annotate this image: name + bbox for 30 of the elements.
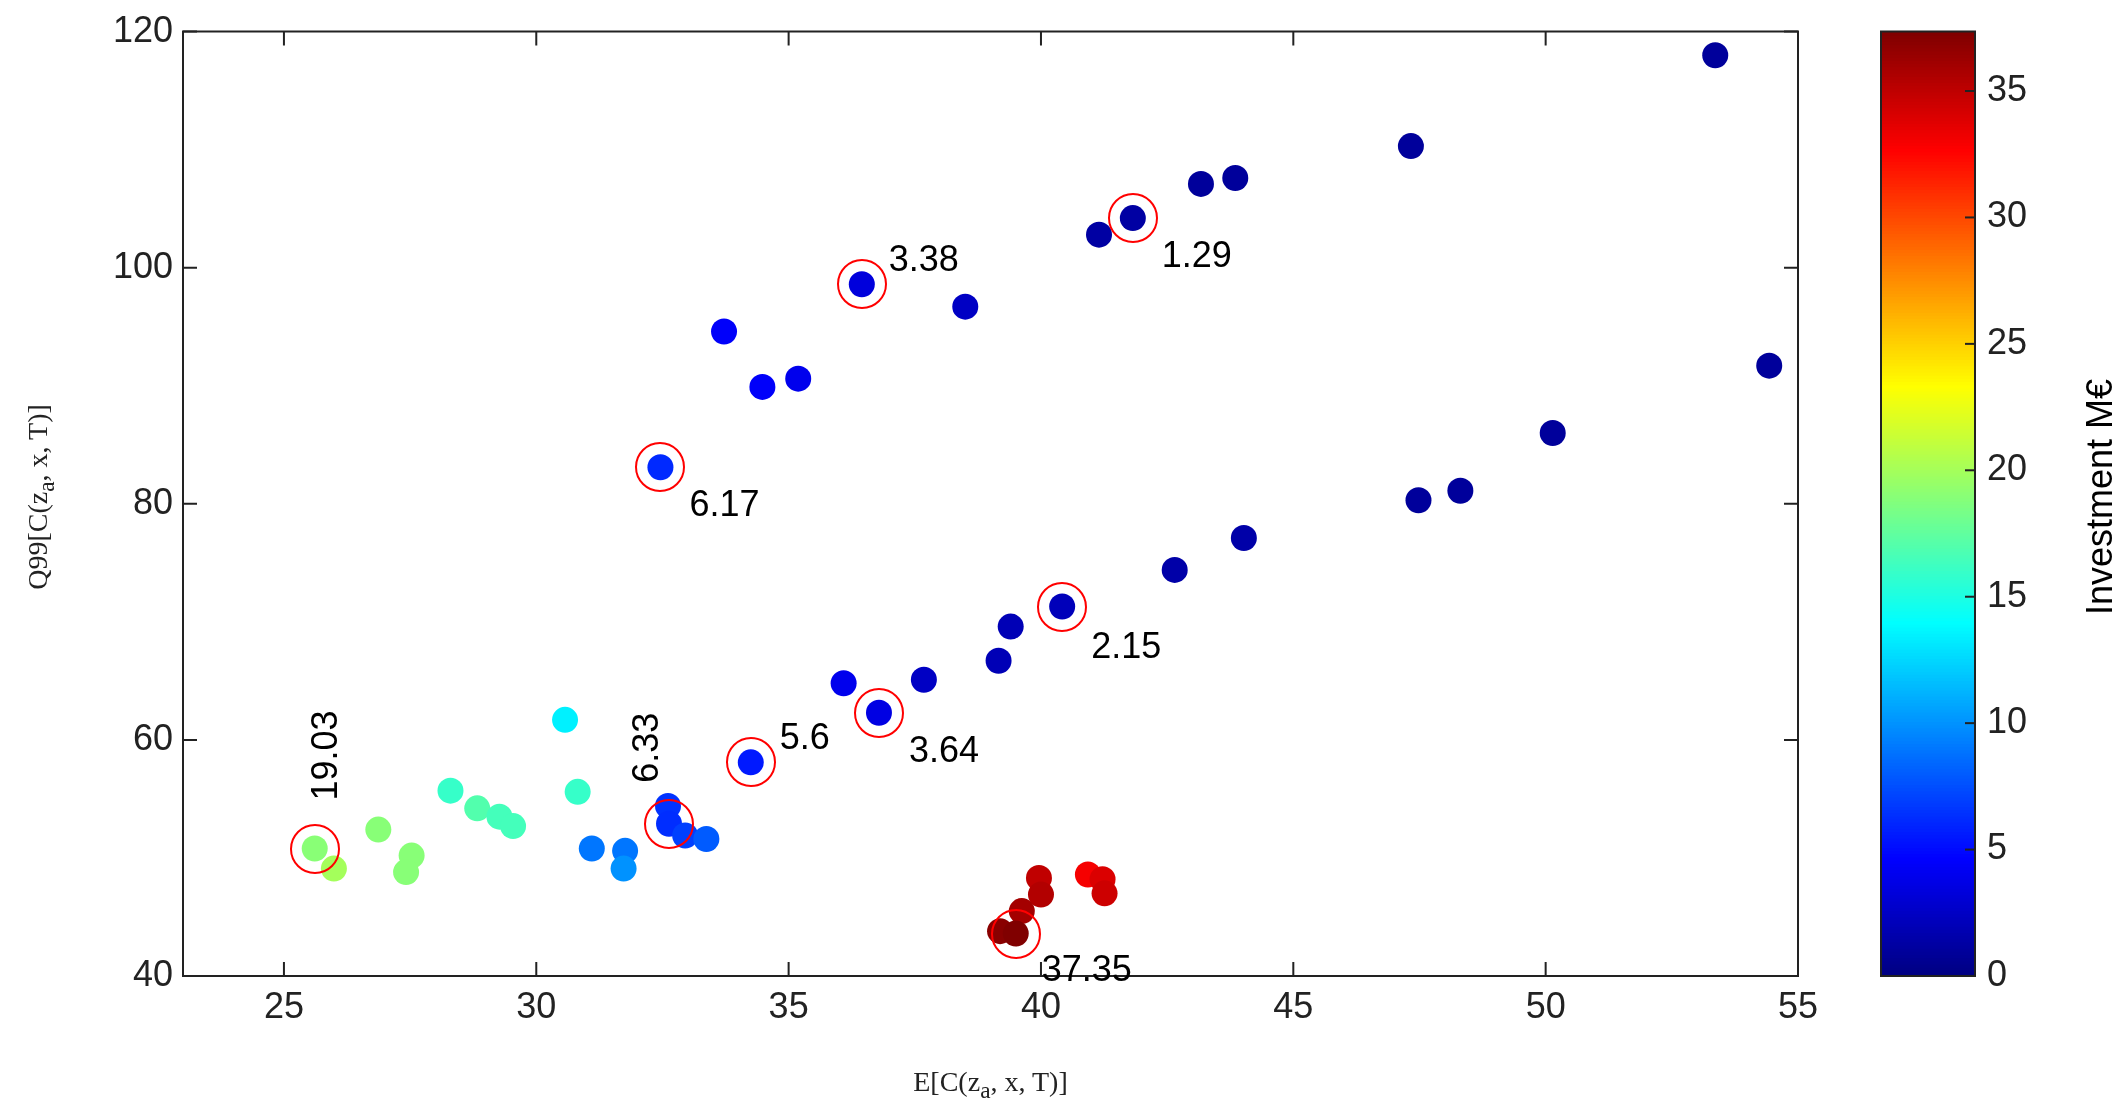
color-bar-label: 35 bbox=[1987, 67, 2028, 109]
x-tick-label: 35 bbox=[768, 984, 809, 1026]
y-tick-label: 120 bbox=[112, 8, 173, 50]
annotation: 6.33 bbox=[625, 712, 667, 783]
color-bar-label: 0 bbox=[1987, 952, 2008, 994]
annotation: 3.64 bbox=[908, 728, 980, 770]
x-tick-label: 30 bbox=[516, 984, 557, 1026]
color-bar-label: 20 bbox=[1987, 447, 2028, 489]
x-tick-label: 40 bbox=[1020, 984, 1061, 1026]
x-tick-label: 45 bbox=[1273, 984, 1314, 1026]
color-bar-label: 10 bbox=[1987, 700, 2028, 742]
color-bar-label: 5 bbox=[1987, 826, 2008, 868]
color-bar-label: 25 bbox=[1987, 320, 2028, 362]
annotation: 19.03 bbox=[303, 710, 345, 801]
annotation: 5.6 bbox=[779, 716, 830, 758]
annotation: 1.29 bbox=[1161, 234, 1232, 276]
color-bar-label: 15 bbox=[1987, 573, 2028, 615]
x-tick-label: 55 bbox=[1777, 984, 1819, 1026]
x-axis-title: E[C(z$_{a}$, x, T)] bbox=[913, 1066, 1068, 1104]
y-tick-label: 100 bbox=[112, 244, 173, 286]
color-bar-title: Investment M€ bbox=[2079, 378, 2121, 616]
y-tick-label: 80 bbox=[132, 480, 173, 522]
color-bar-label: 30 bbox=[1987, 194, 2028, 236]
x-tick-label: 50 bbox=[1525, 984, 1566, 1026]
annotation: 2.15 bbox=[1091, 624, 1162, 666]
y-tick-label: 60 bbox=[132, 716, 173, 758]
annotation: 3.38 bbox=[888, 238, 959, 280]
annotation: 6.17 bbox=[689, 483, 760, 525]
x-tick-label: 25 bbox=[263, 984, 304, 1026]
y-tick-label: 40 bbox=[132, 952, 173, 994]
